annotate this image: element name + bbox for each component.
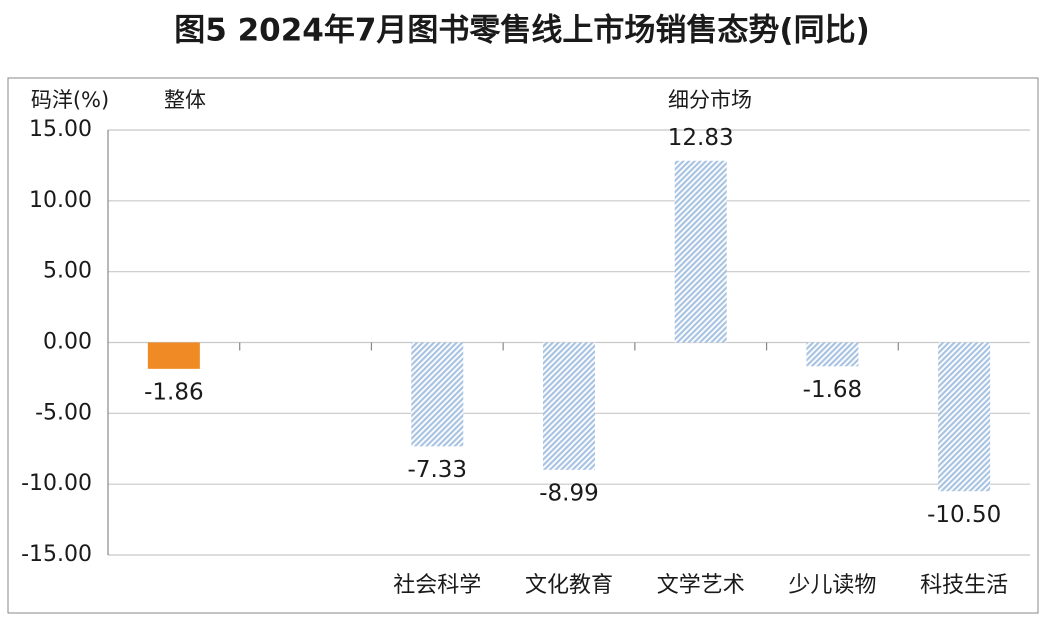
y-tick-label: -15.00 xyxy=(21,542,92,567)
bar xyxy=(411,342,464,447)
bar xyxy=(543,342,595,470)
value-label: -8.99 xyxy=(539,480,599,506)
y-tick-label: 10.00 xyxy=(29,188,92,213)
y-tick-label: 0.00 xyxy=(43,330,92,355)
y-tick-label: 15.00 xyxy=(29,117,92,142)
x-tick-label: 文化教育 xyxy=(525,573,613,598)
value-label: -10.50 xyxy=(927,502,1001,528)
x-tick-label: 社会科学 xyxy=(393,573,481,598)
bar xyxy=(147,342,200,369)
y-axis-label: 码洋(%) xyxy=(31,88,109,112)
frame xyxy=(7,77,1039,614)
x-tick-label: 文学艺术 xyxy=(657,573,745,598)
y-tick-label: 5.00 xyxy=(43,259,92,284)
value-label: -1.86 xyxy=(144,379,204,405)
bar xyxy=(806,342,859,367)
bar xyxy=(938,342,991,492)
chart-title: 图5 2024年7月图书零售线上市场销售态势(同比) xyxy=(174,13,870,49)
annotation: 细分市场 xyxy=(668,88,752,112)
value-label: -7.33 xyxy=(408,457,468,483)
value-label: 12.83 xyxy=(668,125,734,151)
annotation: 整体 xyxy=(164,88,206,112)
bar xyxy=(674,160,727,343)
y-tick-label: -10.00 xyxy=(21,471,92,496)
y-tick-label: -5.00 xyxy=(35,400,92,425)
x-tick-label: 少儿读物 xyxy=(788,573,876,598)
x-tick-label: 科技生活 xyxy=(920,573,1008,598)
value-label: -1.68 xyxy=(803,377,863,403)
